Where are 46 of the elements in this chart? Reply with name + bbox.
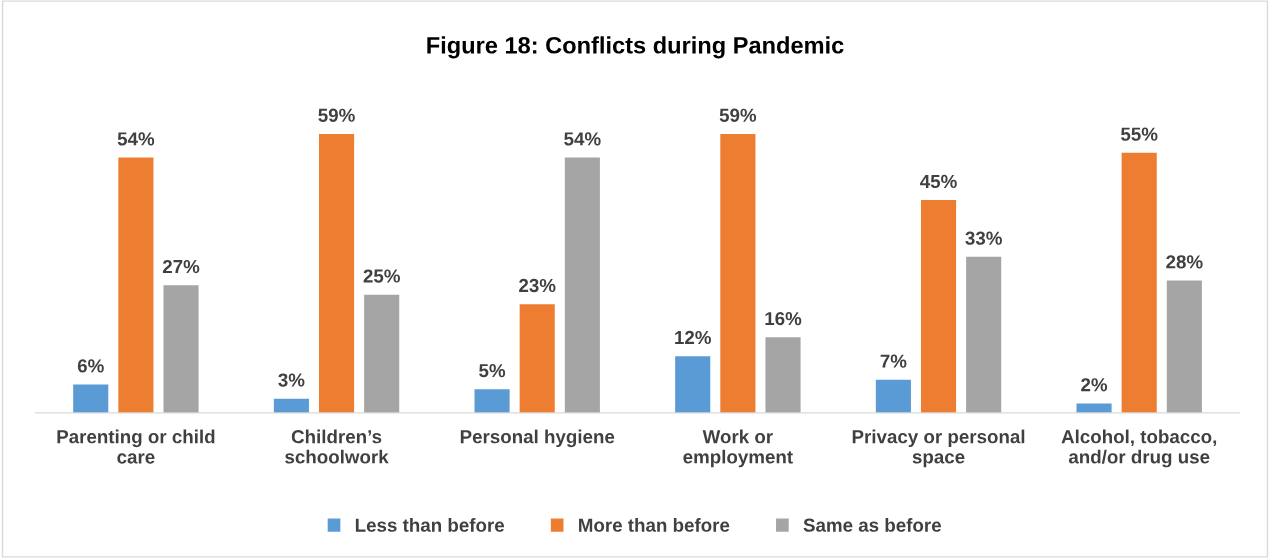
bar — [765, 337, 801, 413]
bar — [318, 133, 355, 413]
legend-label: More than before — [579, 518, 730, 532]
data-label: 59% — [318, 108, 355, 122]
bar — [163, 285, 199, 413]
x-tick-label: Work or employment — [683, 429, 793, 468]
bar — [1076, 403, 1112, 413]
legend-label: Same as before — [803, 518, 941, 532]
data-label: 12% — [675, 330, 711, 345]
data-label: 45% — [920, 174, 957, 189]
bar — [474, 389, 510, 413]
bar — [364, 294, 400, 413]
bar — [966, 256, 1002, 413]
legend-label: Less than before — [355, 518, 505, 532]
data-label: 55% — [1121, 127, 1158, 141]
chart-title: Figure 18: Conflicts during Pandemic — [427, 36, 844, 59]
x-tick-label: Alcohol, tobacco, and/or drug use — [1061, 429, 1217, 468]
bar — [73, 384, 109, 413]
data-label: 54% — [564, 132, 601, 146]
data-label: 6% — [77, 359, 104, 373]
data-label: 5% — [479, 364, 506, 378]
data-label: 16% — [765, 311, 802, 326]
x-tick-label: Parenting or child care — [57, 429, 215, 464]
data-label: 3% — [278, 373, 305, 387]
bar — [273, 398, 309, 413]
bar — [1121, 152, 1157, 413]
x-tick-label: Privacy or personal space — [852, 429, 1025, 468]
data-label: 25% — [363, 269, 400, 283]
data-label: 23% — [519, 278, 556, 293]
bar — [118, 157, 154, 413]
data-label: 54% — [117, 132, 155, 146]
bar — [564, 157, 600, 413]
bar — [1166, 280, 1202, 413]
bar — [875, 379, 911, 413]
x-tick-label: Personal hygiene — [460, 429, 615, 448]
bar — [675, 356, 711, 413]
data-label: 28% — [1166, 255, 1203, 269]
bar — [920, 200, 957, 413]
data-label: 33% — [965, 231, 1002, 245]
x-tick-label: Children’s schoolwork — [285, 429, 389, 464]
bar — [720, 133, 756, 413]
data-label: 7% — [880, 354, 907, 368]
data-label: 2% — [1081, 378, 1108, 392]
data-label: 27% — [162, 259, 200, 274]
bar — [519, 304, 555, 413]
data-label: 59% — [719, 108, 757, 122]
